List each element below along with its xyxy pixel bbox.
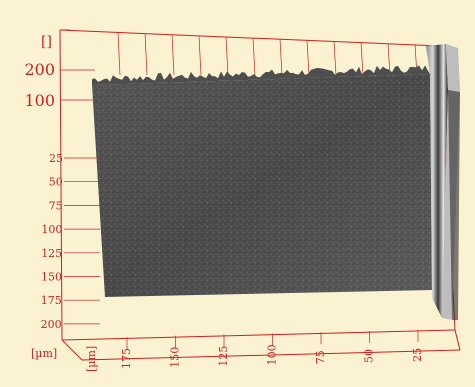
- y-tick-label: 50: [49, 176, 63, 189]
- axis-labels: [] [µm] [µm]: [31, 34, 98, 372]
- x-axis-unit-label: [µm]: [85, 346, 98, 372]
- y-tick-label: 100: [41, 223, 62, 236]
- surface-mesh: [92, 44, 460, 320]
- x-tick-label: 25: [411, 348, 424, 362]
- grid-line: [117, 32, 121, 76]
- x-tick-label: 75: [314, 350, 327, 364]
- z-tick-label: 200: [24, 60, 55, 79]
- y-axis-unit-label: [µm]: [31, 347, 57, 360]
- z-axis-ticks: 200 100: [24, 60, 55, 110]
- z-tick-label: 100: [24, 91, 55, 110]
- y-axis-ticks: 25 50 75 100 125 150 175 200: [41, 152, 100, 331]
- grid-line: [171, 34, 175, 76]
- grid-line: [360, 42, 364, 76]
- x-tick-label: 150: [169, 347, 182, 368]
- grid-line: [144, 33, 148, 76]
- x-tick-label: 50: [363, 349, 376, 363]
- grid-lines: [60, 32, 418, 101]
- grid-line: [387, 43, 391, 76]
- y-tick-label: 125: [41, 247, 62, 260]
- grid-line: [306, 40, 310, 76]
- grid-line: [279, 39, 283, 76]
- y-tick-label: 200: [41, 318, 62, 331]
- x-axis-ticks: 175 150 125 100 75 50 25: [120, 329, 424, 369]
- x-tick-label: 100: [266, 344, 279, 365]
- grid-line: [198, 35, 202, 76]
- y-tick-label: 150: [41, 271, 62, 284]
- grid-line: [225, 36, 229, 76]
- y-tick-label: 75: [49, 199, 63, 212]
- z-axis-unit-label: []: [41, 34, 52, 50]
- x-tick-label: 125: [217, 346, 230, 367]
- x-tick-label: 175: [120, 348, 133, 369]
- y-tick-label: 175: [41, 294, 62, 307]
- grid-line: [252, 38, 256, 76]
- grid-line: [333, 41, 337, 76]
- y-tick-label: 25: [49, 152, 63, 165]
